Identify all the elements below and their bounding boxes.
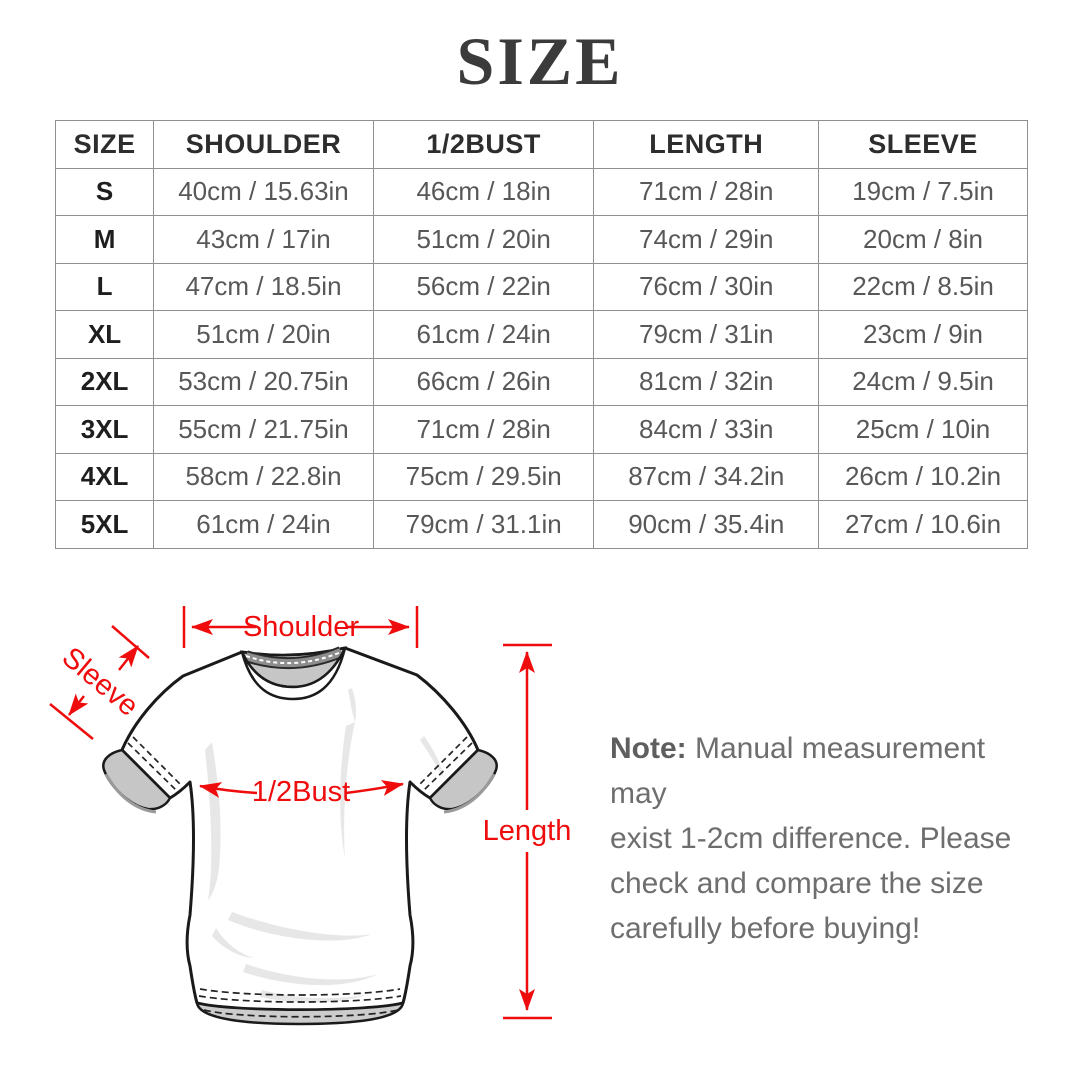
cell-sleeve: 24cm / 9.5in — [818, 357, 1028, 406]
bust-dimension — [199, 780, 404, 798]
cell-sleeve: 19cm / 7.5in — [818, 167, 1028, 216]
shoulder-label: Shoulder — [243, 611, 359, 643]
cell-sleeve: 20cm / 8in — [818, 215, 1028, 264]
cell-size: L — [54, 262, 155, 311]
cell-bust: 79cm / 31.1in — [372, 500, 595, 549]
cell-size: XL — [54, 310, 155, 359]
header-bust: 1/2BUST — [372, 120, 595, 169]
cell-length: 84cm / 33in — [593, 405, 820, 454]
cell-length: 74cm / 29in — [593, 215, 820, 264]
cell-sleeve: 26cm / 10.2in — [818, 452, 1028, 501]
cell-length: 76cm / 30in — [593, 262, 820, 311]
table-row: 2XL 53cm / 20.75in 66cm / 26in 81cm / 32… — [54, 357, 1028, 406]
cell-sleeve: 22cm / 8.5in — [818, 262, 1028, 311]
table-row: M 43cm / 17in 51cm / 20in 74cm / 29in 20… — [54, 215, 1028, 264]
tshirt-drawing — [102, 646, 498, 1026]
table-header-row: SIZE SHOULDER 1/2BUST LENGTH SLEEVE — [54, 120, 1028, 169]
tshirt-diagram: Shoulder Sleeve 1/2Bust Length — [49, 606, 572, 1026]
cell-shoulder: 55cm / 21.75in — [153, 405, 374, 454]
header-shoulder: SHOULDER — [153, 120, 374, 169]
cell-size: 5XL — [54, 500, 155, 549]
hem-stitches — [198, 988, 402, 1018]
header-sleeve: SLEEVE — [818, 120, 1028, 169]
sleeve-top-tick — [111, 625, 150, 659]
cell-length: 90cm / 35.4in — [593, 500, 820, 549]
hem-band — [195, 1001, 405, 1026]
sleeve-dimension — [49, 625, 150, 740]
sleeve-top-arrow — [118, 645, 139, 671]
cell-sleeve: 25cm / 10in — [818, 405, 1028, 454]
note-label: Note: — [610, 732, 687, 765]
collar-rib — [240, 646, 347, 701]
cell-bust: 71cm / 28in — [372, 405, 595, 454]
table-row: 3XL 55cm / 21.75in 71cm / 28in 84cm / 33… — [54, 405, 1028, 454]
cell-shoulder: 40cm / 15.63in — [153, 167, 374, 216]
cell-length: 71cm / 28in — [593, 167, 820, 216]
cell-sleeve: 27cm / 10.6in — [818, 500, 1028, 549]
cell-shoulder: 51cm / 20in — [153, 310, 374, 359]
cell-bust: 51cm / 20in — [372, 215, 595, 264]
table-row: S 40cm / 15.63in 46cm / 18in 71cm / 28in… — [54, 167, 1028, 216]
cell-bust: 66cm / 26in — [372, 357, 595, 406]
cell-length: 81cm / 32in — [593, 357, 820, 406]
cell-bust: 75cm / 29.5in — [372, 452, 595, 501]
cell-sleeve: 23cm / 9in — [818, 310, 1028, 359]
note-line: carefully before buying! — [610, 912, 921, 945]
tshirt-body — [120, 646, 480, 1012]
cell-shoulder: 53cm / 20.75in — [153, 357, 374, 406]
sleeve-bottom-tick — [49, 703, 94, 740]
page-title: SIZE — [456, 23, 624, 99]
measurement-note: Note: Manual measurement may exist 1-2cm… — [610, 726, 1030, 951]
cell-bust: 46cm / 18in — [372, 167, 595, 216]
cell-size: 2XL — [54, 357, 155, 406]
cell-size: M — [54, 215, 155, 264]
note-line: exist 1-2cm difference. Please — [610, 822, 1012, 855]
table-row: L 47cm / 18.5in 56cm / 22in 76cm / 30in … — [54, 262, 1028, 311]
sleeve-bottom-arrow — [68, 693, 89, 716]
header-length: LENGTH — [593, 120, 820, 169]
cell-length: 79cm / 31in — [593, 310, 820, 359]
note-line: Note: Manual measurement may — [610, 732, 986, 810]
header-size: SIZE — [54, 120, 155, 169]
collar-stitch — [245, 651, 342, 665]
cell-shoulder: 58cm / 22.8in — [153, 452, 374, 501]
length-dimension — [503, 643, 552, 1020]
table-row: 4XL 58cm / 22.8in 75cm / 29.5in 87cm / 3… — [54, 452, 1028, 501]
cell-size: 4XL — [54, 452, 155, 501]
right-cuff-shade — [443, 773, 496, 814]
cell-size: S — [54, 167, 155, 216]
table-row: XL 51cm / 20in 61cm / 24in 79cm / 31in 2… — [54, 310, 1028, 359]
cell-length: 87cm / 34.2in — [593, 452, 820, 501]
shoulder-dimension — [182, 606, 419, 648]
cell-size: 3XL — [54, 405, 155, 454]
cell-shoulder: 47cm / 18.5in — [153, 262, 374, 311]
cell-shoulder: 43cm / 17in — [153, 215, 374, 264]
cuff-stitches — [127, 736, 473, 791]
cell-shoulder: 61cm / 24in — [153, 500, 374, 549]
size-table: SIZE SHOULDER 1/2BUST LENGTH SLEEVE S 40… — [54, 120, 1028, 549]
left-cuff-shade — [104, 773, 157, 814]
cell-bust: 61cm / 24in — [372, 310, 595, 359]
length-label: Length — [483, 815, 572, 847]
table-row: 5XL 61cm / 24in 79cm / 31.1in 90cm / 35.… — [54, 500, 1028, 549]
bust-label: 1/2Bust — [252, 776, 350, 808]
note-line: check and compare the size — [610, 867, 984, 900]
cell-bust: 56cm / 22in — [372, 262, 595, 311]
bust-right-arrow — [345, 780, 404, 796]
bust-left-arrow — [199, 782, 258, 798]
